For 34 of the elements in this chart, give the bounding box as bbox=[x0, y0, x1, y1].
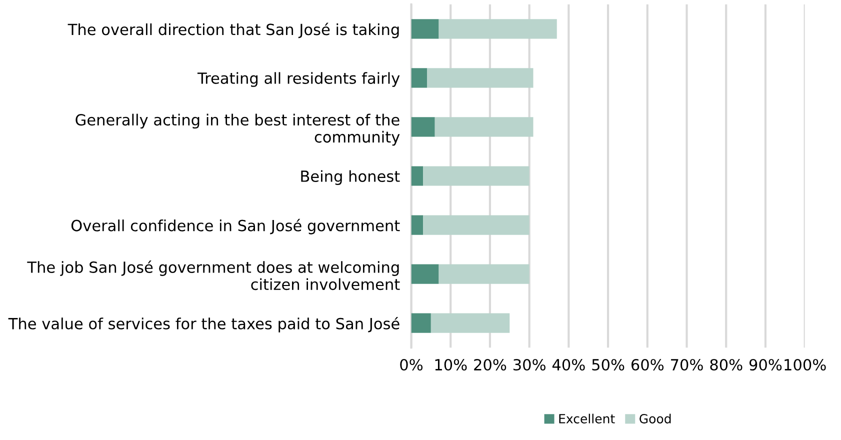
bar bbox=[411, 117, 435, 137]
legend-label: Good bbox=[640, 414, 671, 424]
bar bbox=[430, 313, 510, 333]
x-tick-label: 0% bbox=[400, 358, 423, 371]
x-tick-label: 90% bbox=[749, 358, 782, 371]
x-tick-label: 20% bbox=[474, 358, 506, 371]
y-tick-label: The job San José government does at welcoming citizen involvement bbox=[27, 260, 400, 290]
x-tick-label: 100% bbox=[784, 358, 826, 371]
x-tick-label: 70% bbox=[671, 358, 703, 371]
bar bbox=[423, 215, 530, 235]
x-tick-label: 30% bbox=[514, 358, 546, 371]
y-tick-label: Generally acting in the best interest of the community bbox=[76, 114, 400, 146]
bar bbox=[411, 68, 427, 88]
y-tick-label: Being honest bbox=[301, 170, 400, 185]
bar bbox=[426, 68, 534, 88]
x-tick-label: 40% bbox=[552, 358, 585, 371]
x-tick-label: 60% bbox=[631, 358, 664, 371]
y-tick-label: Overall confidence in San José government bbox=[71, 218, 400, 234]
y-tick-label: The overall direction that San José is taking bbox=[68, 22, 399, 38]
bar bbox=[438, 19, 557, 39]
y-tick-label: The value of services for the taxes paid to San José bbox=[8, 316, 400, 332]
bar bbox=[434, 117, 534, 137]
legend-label: Excellent bbox=[559, 414, 615, 424]
bar bbox=[423, 166, 530, 186]
bar bbox=[411, 264, 439, 284]
bar bbox=[411, 19, 439, 39]
bar bbox=[411, 215, 424, 235]
x-tick-label: 80% bbox=[710, 358, 742, 371]
x-tick-label: 50% bbox=[592, 358, 624, 371]
y-tick-label: Treating all residents fairly bbox=[197, 72, 400, 87]
x-tick-label: 10% bbox=[435, 358, 467, 371]
bar bbox=[438, 264, 530, 284]
bar bbox=[411, 166, 424, 186]
bar bbox=[411, 313, 431, 333]
